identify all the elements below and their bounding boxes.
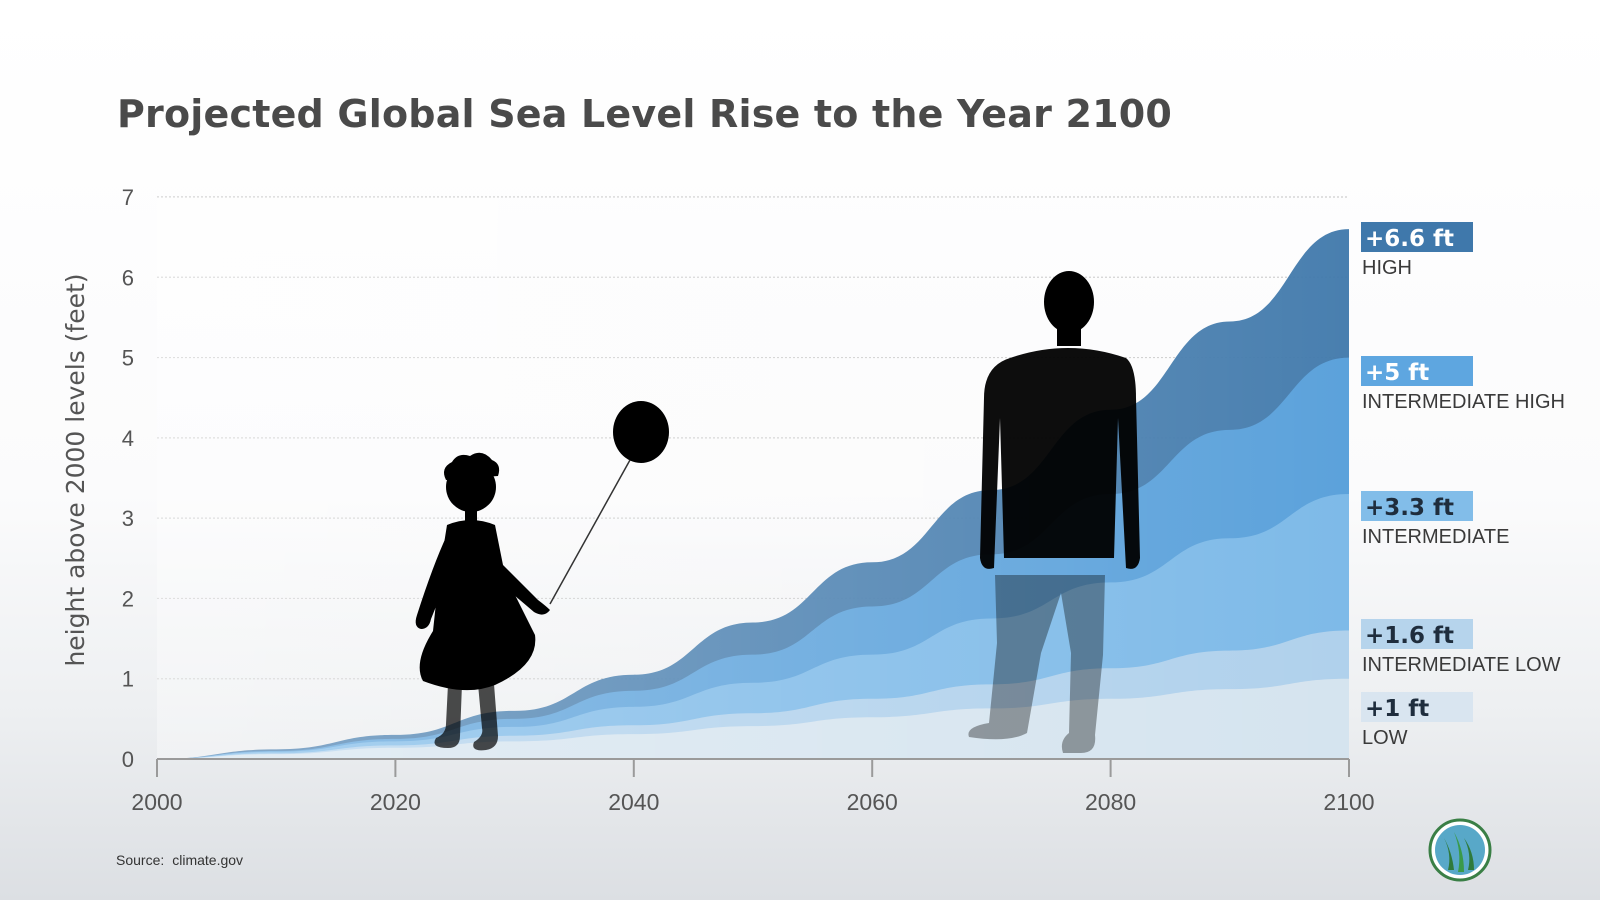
y-tick-label: 1 bbox=[122, 667, 134, 692]
y-tick-label: 5 bbox=[122, 346, 134, 371]
scenario-value-badge bbox=[1361, 222, 1473, 252]
adult-silhouette bbox=[968, 271, 1140, 753]
x-tick-label: 2100 bbox=[1323, 789, 1374, 815]
axes: 0 1 2 3 4 5 6 7 2000 2020 2040 2060 2080 2100 bbox=[122, 185, 1375, 815]
source-value: climate.gov bbox=[172, 852, 244, 868]
child-with-balloon-silhouette bbox=[415, 401, 669, 751]
scenario-name: INTERMEDIATE bbox=[1362, 526, 1509, 548]
scenario-value: +5 ft bbox=[1365, 360, 1429, 386]
band-sheen bbox=[157, 197, 1349, 759]
y-tick-label: 0 bbox=[122, 747, 134, 772]
y-tick-label: 2 bbox=[122, 586, 134, 611]
scenario-value: +1.6 ft bbox=[1365, 623, 1454, 649]
scenario-value-badge bbox=[1361, 692, 1473, 722]
y-tick-label: 6 bbox=[122, 265, 134, 290]
y-tick-label: 4 bbox=[122, 426, 134, 451]
scenario-name: INTERMEDIATE LOW bbox=[1362, 654, 1561, 676]
scenario-name: LOW bbox=[1362, 727, 1408, 749]
x-tick-label: 2000 bbox=[131, 789, 182, 815]
scenario-value: +3.3 ft bbox=[1365, 495, 1454, 521]
x-tick-label: 2080 bbox=[1085, 789, 1136, 815]
agency-logo-icon bbox=[1428, 818, 1492, 882]
y-tick-label: 3 bbox=[122, 506, 134, 531]
y-axis-label: height above 2000 levels (feet) bbox=[61, 273, 90, 666]
x-tick-label: 2040 bbox=[608, 789, 659, 815]
x-tick-label: 2020 bbox=[370, 789, 421, 815]
scenario-value: +6.6 ft bbox=[1365, 226, 1454, 252]
scenario-value-badge bbox=[1361, 491, 1473, 521]
scenario-labels: +6.6 ft HIGH +5 ft INTERMEDIATE HIGH +3.3 ft… bbox=[1361, 222, 1565, 749]
scenario-name: HIGH bbox=[1362, 257, 1412, 279]
y-tick-label: 7 bbox=[122, 185, 134, 210]
chart-title: Projected Global Sea Level Rise to the Y… bbox=[117, 92, 1173, 136]
source-label: Source: bbox=[116, 852, 165, 868]
scenario-value-badge bbox=[1361, 356, 1473, 386]
source-note: Source: climate.gov bbox=[116, 852, 243, 868]
scenario-value: +1 ft bbox=[1365, 696, 1429, 722]
scenario-name: INTERMEDIATE HIGH bbox=[1362, 391, 1565, 413]
projection-bands bbox=[157, 197, 1349, 760]
x-tick-label: 2060 bbox=[847, 789, 898, 815]
scenario-value-badge bbox=[1361, 619, 1473, 649]
